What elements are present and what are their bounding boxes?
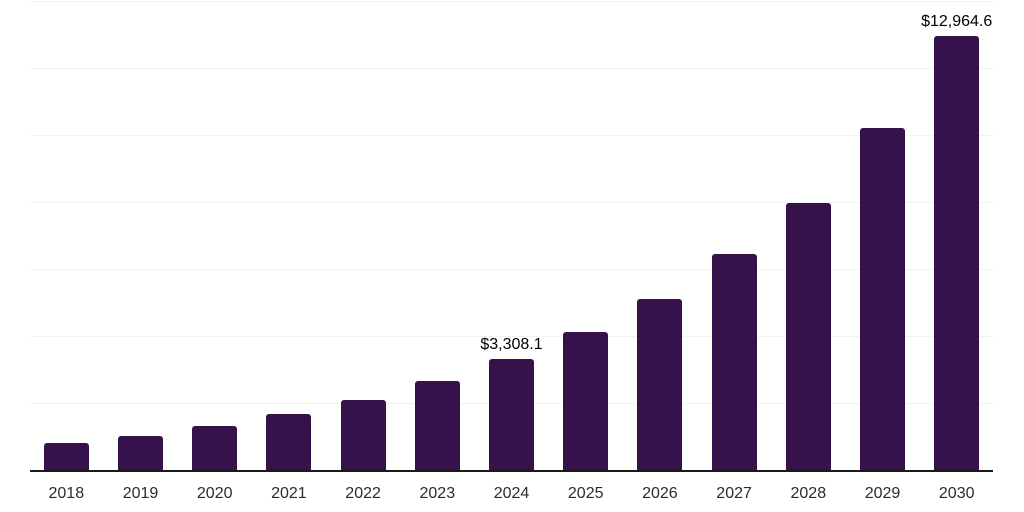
x-tick-2029: 2029 [864, 485, 901, 502]
x-tick-2030: 2030 [938, 485, 975, 502]
bar-2026 [637, 299, 683, 470]
x-tick-2023: 2023 [419, 485, 456, 502]
bar-2019 [118, 435, 163, 470]
bar-2023 [414, 381, 460, 470]
x-tick-2020: 2020 [196, 485, 233, 502]
bar-2030 [934, 35, 980, 470]
gridline-6000 [30, 269, 993, 270]
x-tick-2019: 2019 [122, 485, 159, 502]
x-tick-2021: 2021 [271, 485, 307, 502]
x-axis-line [30, 470, 993, 472]
bar-2027 [711, 253, 757, 470]
x-tick-2022: 2022 [345, 485, 381, 502]
bar-2021 [266, 414, 312, 470]
bar-2022 [340, 399, 386, 470]
gridline-12000 [30, 68, 993, 69]
gridline-4000 [30, 336, 993, 337]
x-tick-2018: 2018 [48, 485, 85, 502]
gridline-10000 [30, 135, 993, 136]
gridline-14000 [30, 1, 993, 2]
x-tick-2024: 2024 [493, 485, 530, 502]
gridline-8000 [30, 202, 993, 203]
x-tick-2026: 2026 [642, 485, 678, 502]
x-tick-2027: 2027 [716, 485, 752, 502]
data-label-2030: $12,964.6 [921, 12, 993, 30]
bar-2018 [43, 442, 89, 470]
bar-2028 [785, 202, 831, 470]
x-tick-2028: 2028 [790, 485, 827, 502]
bar-2029 [860, 128, 905, 470]
x-tick-2025: 2025 [567, 485, 604, 502]
bar-2025 [563, 331, 609, 470]
bar-2024 [489, 359, 534, 470]
bar-2020 [192, 426, 238, 470]
data-label-2024: $3,308.1 [480, 336, 543, 354]
